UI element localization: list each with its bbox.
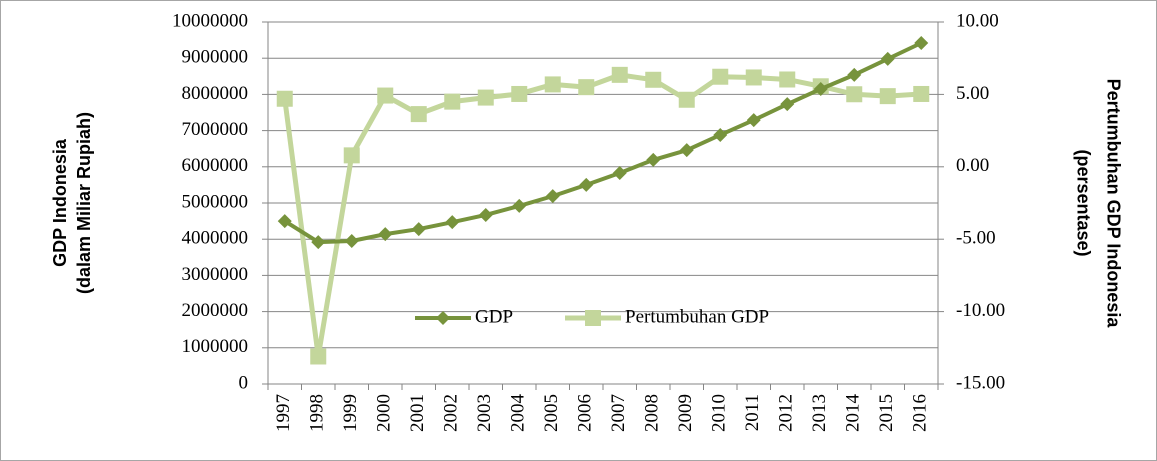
point <box>578 79 595 96</box>
point <box>712 68 729 85</box>
y-tick-label: 9000000 <box>182 47 249 68</box>
point <box>914 35 929 50</box>
point <box>343 147 360 164</box>
x-tick-label: 1998 <box>307 394 328 432</box>
point <box>445 215 460 230</box>
x-tick-label: 2005 <box>541 394 562 432</box>
legend-marker <box>585 310 601 326</box>
point <box>511 85 528 102</box>
x-tick-label: 1997 <box>273 394 294 432</box>
y-axis-label: (dalam Miliar Rupiah) <box>74 112 94 294</box>
y-tick-label: 5000000 <box>182 191 249 212</box>
x-tick-label: 2011 <box>742 394 763 431</box>
point <box>579 177 594 192</box>
point <box>478 207 493 222</box>
point <box>779 71 796 88</box>
legend-label: Pertumbuhan GDP <box>625 306 769 327</box>
y2-tick-label: 0.00 <box>956 155 989 176</box>
point <box>679 143 694 158</box>
y-tick-label: 0 <box>239 372 249 393</box>
point <box>512 198 527 213</box>
x-tick-label: 2006 <box>575 394 596 432</box>
x-tick-label: 2000 <box>374 394 395 432</box>
point <box>377 87 394 104</box>
y-tick-label: 7000000 <box>182 119 249 140</box>
x-tick-label: 2002 <box>441 394 462 432</box>
point <box>745 69 762 86</box>
y2-axis-label: (persentase) <box>1073 149 1093 256</box>
x-tick-label: 2015 <box>876 394 897 432</box>
point <box>879 88 896 105</box>
point <box>477 89 494 106</box>
x-tick-label: 2012 <box>776 394 797 432</box>
legend-label: GDP <box>475 306 513 327</box>
point <box>378 227 393 242</box>
point <box>645 71 662 88</box>
x-tick-label: 2014 <box>843 394 864 433</box>
point <box>276 90 293 107</box>
point <box>678 91 695 108</box>
x-tick-label: 2010 <box>709 394 730 432</box>
y2-tick-label: -15.00 <box>956 372 1005 393</box>
point <box>746 113 761 128</box>
point <box>410 106 427 123</box>
y2-axis-label: Pertumbuhan GDP Indonesia <box>1103 79 1123 329</box>
point <box>444 93 461 110</box>
point <box>780 97 795 112</box>
x-tick-label: 2003 <box>474 394 495 432</box>
point <box>344 234 359 249</box>
point <box>311 235 326 250</box>
point <box>277 214 292 229</box>
point <box>545 189 560 204</box>
x-tick-label: 1999 <box>340 394 361 432</box>
y-axis-label: GDP Indonesia <box>50 138 70 267</box>
y-tick-label: 8000000 <box>182 83 249 104</box>
x-tick-label: 2016 <box>910 394 931 432</box>
point <box>880 51 895 66</box>
x-tick-label: 2008 <box>642 394 663 432</box>
y-tick-label: 1000000 <box>182 336 249 357</box>
y2-tick-label: 5.00 <box>956 83 989 104</box>
point <box>646 152 661 167</box>
y-tick-label: 2000000 <box>182 300 249 321</box>
point <box>813 81 828 96</box>
point <box>544 76 561 93</box>
point <box>713 127 728 142</box>
point <box>846 86 863 103</box>
y2-tick-label: -5.00 <box>956 228 996 249</box>
point <box>310 348 327 365</box>
x-tick-label: 2001 <box>407 394 428 432</box>
y-tick-label: 3000000 <box>182 264 249 285</box>
legend-marker <box>436 311 450 325</box>
point <box>612 165 627 180</box>
x-tick-label: 2004 <box>508 394 529 433</box>
point <box>913 85 930 102</box>
y-tick-label: 10000000 <box>172 10 248 31</box>
y2-tick-label: -10.00 <box>956 300 1005 321</box>
y-tick-label: 6000000 <box>182 155 249 176</box>
x-tick-label: 2007 <box>608 394 629 432</box>
y-tick-label: 4000000 <box>182 228 249 249</box>
point <box>847 67 862 82</box>
point <box>611 66 628 83</box>
point <box>411 222 426 237</box>
y2-tick-label: 10.00 <box>956 10 999 31</box>
x-tick-label: 2009 <box>675 394 696 432</box>
x-tick-label: 2013 <box>809 394 830 432</box>
